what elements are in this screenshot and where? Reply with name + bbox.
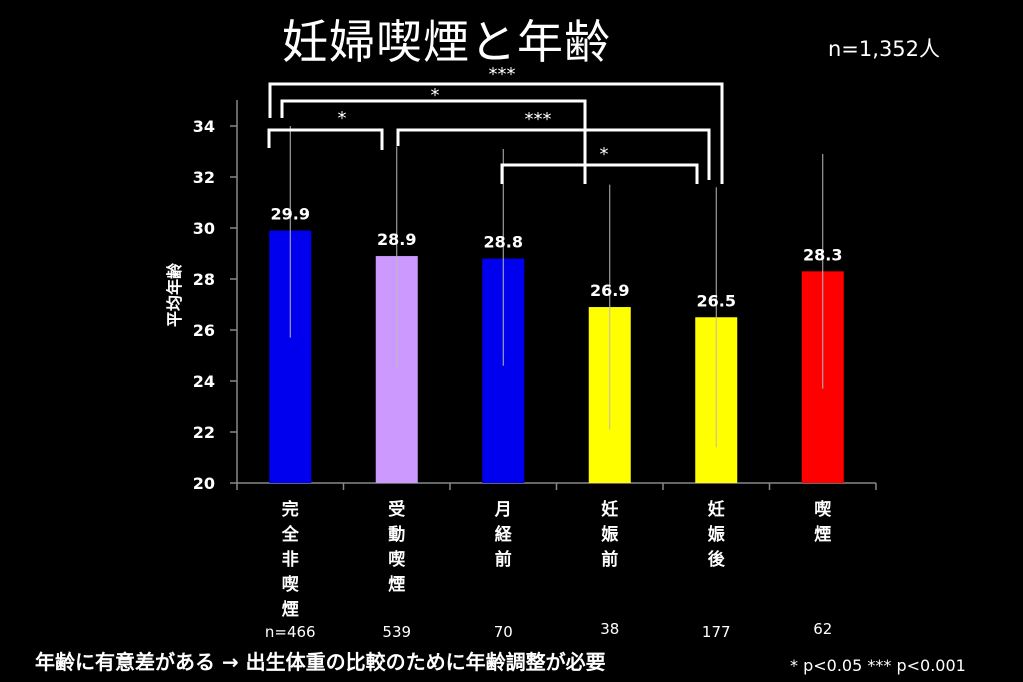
significance-bracket <box>280 99 587 184</box>
x-tick-label: 月経前 <box>494 500 513 570</box>
y-tick-label: 30 <box>193 219 215 238</box>
y-tick-label: 34 <box>193 117 215 136</box>
y-tick-label: 20 <box>193 474 215 493</box>
y-tick-label: 26 <box>193 321 215 340</box>
x-tick-label: 妊娠前 <box>601 499 619 570</box>
significance-bracket <box>268 82 724 184</box>
data-label: 29.9 <box>271 205 310 224</box>
sample-size-label: 62 <box>813 620 832 638</box>
x-tick-label: 完全非喫煙 <box>281 499 300 620</box>
y-tick-label: 32 <box>193 168 215 187</box>
significance-bracket <box>267 128 384 150</box>
significance-bracket <box>396 128 711 180</box>
significance-label: *** <box>489 64 516 85</box>
y-axis-label: 平均年齢 <box>165 262 184 327</box>
sample-size-label: 38 <box>600 620 619 638</box>
y-tick-label: 28 <box>193 270 215 289</box>
significance-legend: * p<0.05 *** p<0.001 <box>790 656 966 675</box>
data-label: 28.8 <box>484 233 523 252</box>
significance-label: * <box>431 85 440 106</box>
significance-label: *** <box>525 109 552 130</box>
y-tick-label: 22 <box>193 423 215 442</box>
significance-label: * <box>600 144 609 165</box>
significance-bracket <box>500 163 699 184</box>
data-label: 28.9 <box>377 230 416 249</box>
sample-size-label: n=466 <box>265 623 316 641</box>
sample-size-label: 70 <box>494 623 513 641</box>
x-tick-label: 受動喫煙 <box>388 499 406 595</box>
footnote: 年齢に有意差がある → 出生体重の比較のために年齢調整が必要 <box>35 650 606 674</box>
y-tick-label: 24 <box>193 372 215 391</box>
sample-size-label: 539 <box>382 623 411 641</box>
data-label: 26.5 <box>697 291 736 310</box>
chart-title: 妊婦喫煙と年齢 <box>282 15 611 69</box>
data-label: 26.9 <box>590 281 629 300</box>
data-label: 28.3 <box>803 245 842 264</box>
sample-size-label: 177 <box>702 623 731 641</box>
x-tick-label: 喫煙 <box>814 500 832 545</box>
x-tick-label: 妊娠後 <box>708 499 726 570</box>
total-sample-size: n=1,352人 <box>828 37 941 61</box>
significance-label: * <box>338 108 347 129</box>
